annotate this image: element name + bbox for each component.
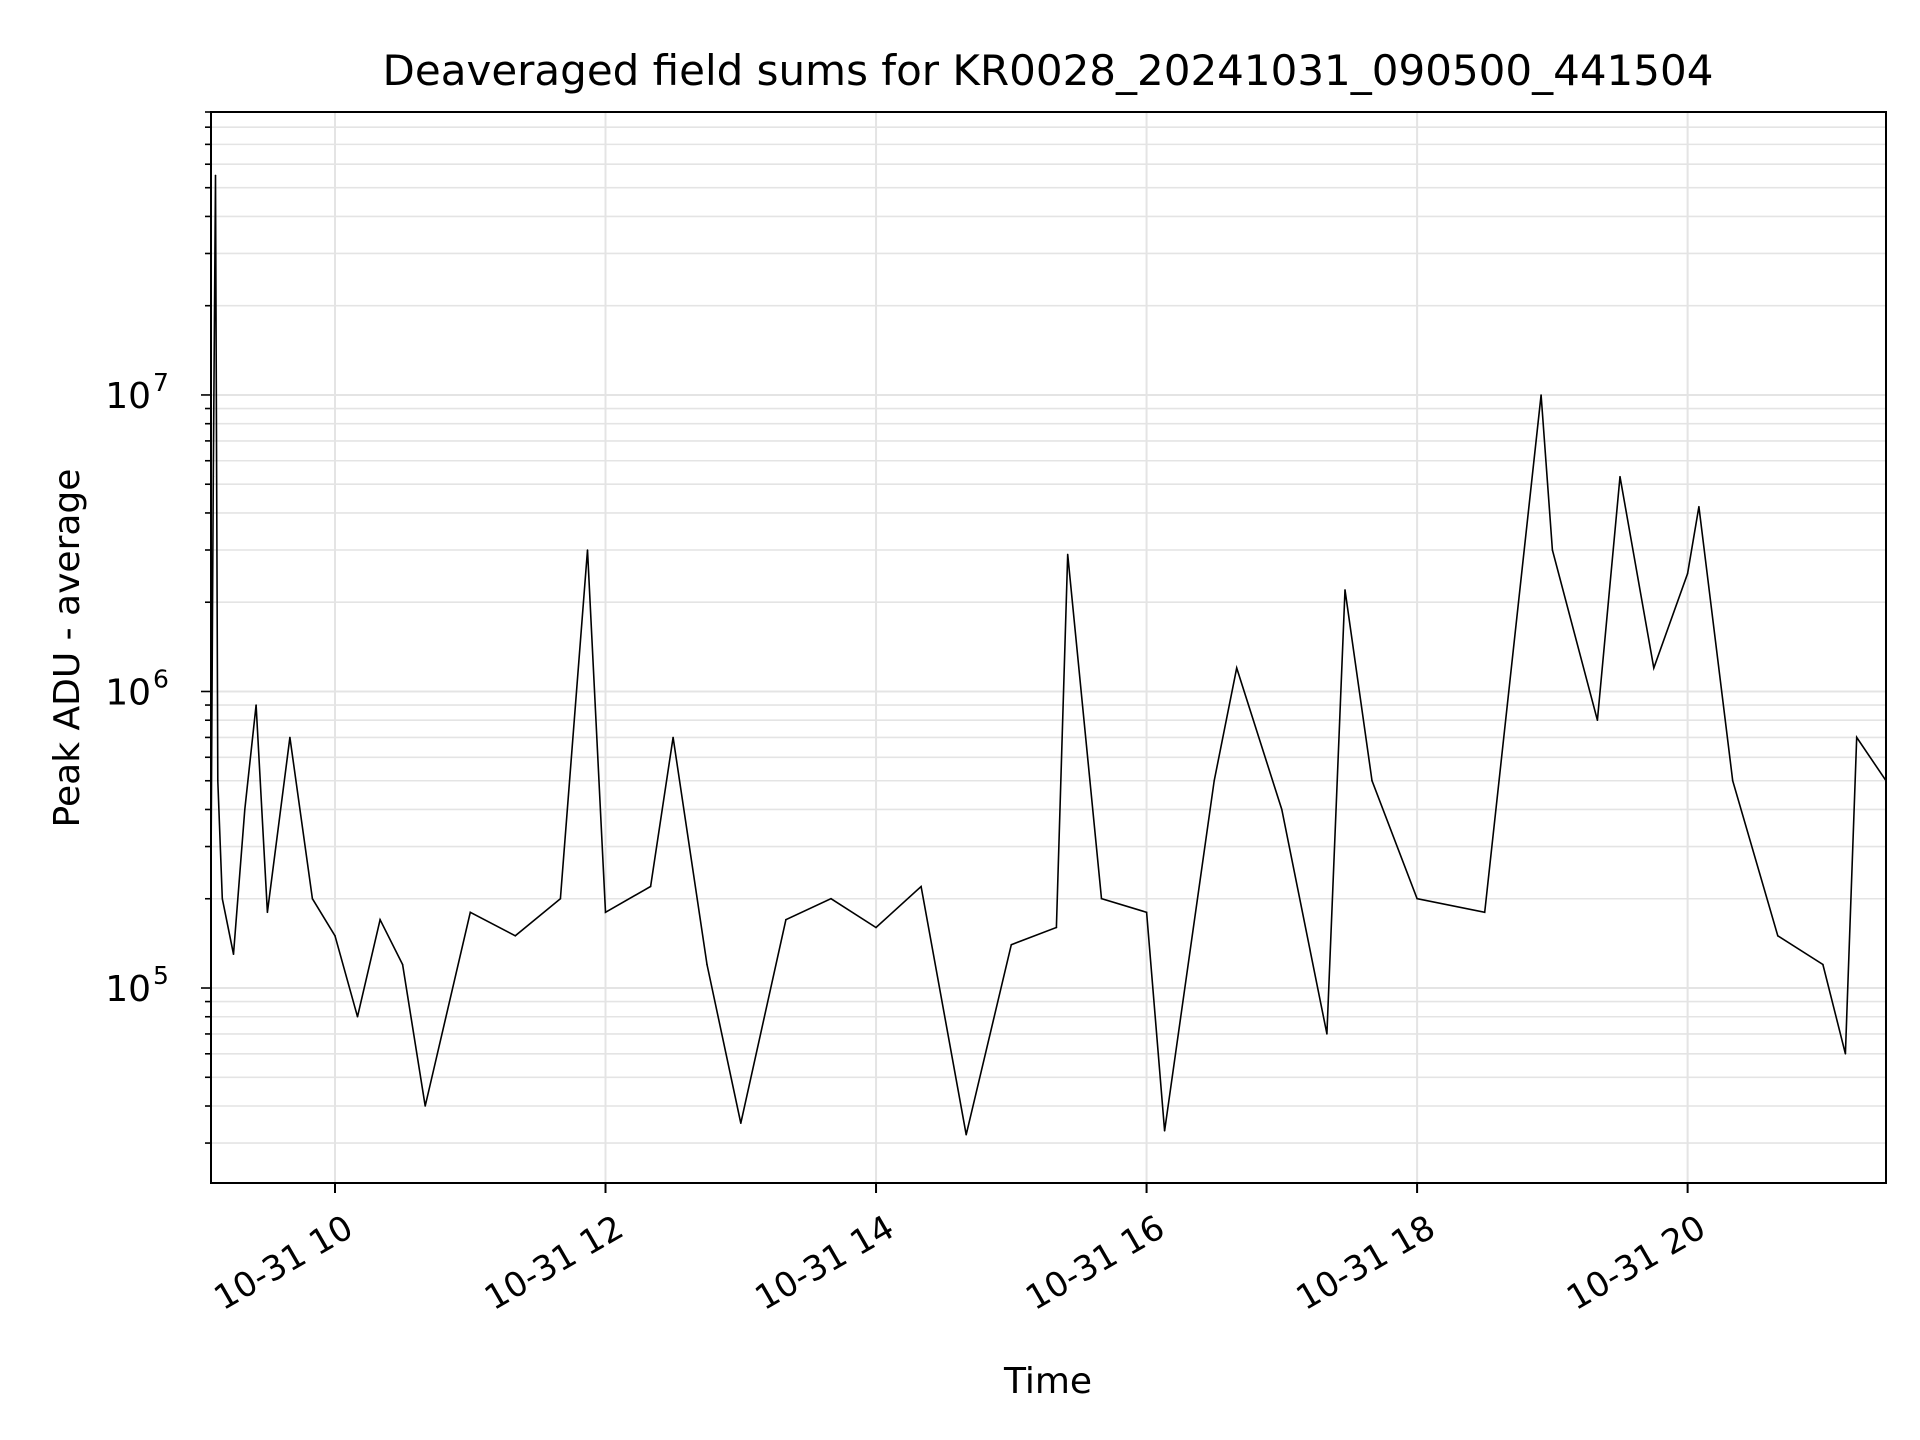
data-point (1686, 572, 1689, 575)
data-point (334, 935, 336, 937)
data-point (514, 935, 517, 937)
y-tick-exponent: 7 (153, 368, 169, 397)
data-point (559, 897, 562, 900)
data-point (214, 174, 217, 177)
data-point (289, 736, 291, 739)
data-point (424, 1105, 427, 1107)
data-point (1540, 394, 1542, 396)
data-point (356, 1015, 359, 1018)
data-point (232, 953, 235, 955)
data-point (830, 897, 832, 900)
data-point (1326, 1033, 1328, 1035)
data-point (1055, 926, 1058, 929)
data-point (785, 918, 787, 921)
data-point (1213, 779, 1215, 782)
y-tick-label: 10 (105, 969, 151, 1010)
data-point (1777, 935, 1779, 937)
y-tick-label: 10 (105, 672, 151, 713)
data-point (1483, 911, 1486, 914)
data-point (266, 911, 269, 914)
data-point (401, 963, 404, 966)
data-point (212, 475, 215, 478)
data-point (875, 926, 877, 929)
data-point (255, 704, 257, 706)
data-point (1653, 667, 1655, 669)
data-point (1698, 505, 1700, 508)
data-point (1163, 1130, 1166, 1132)
data-point (1596, 719, 1599, 721)
data-point (1281, 808, 1283, 811)
data-point (706, 963, 708, 966)
data-point (1066, 553, 1069, 556)
data-point (1100, 897, 1103, 900)
data-point (1145, 911, 1148, 914)
data-point (920, 885, 922, 888)
data-point (1416, 897, 1418, 900)
y-tick-label: 10 (105, 376, 151, 417)
data-point (649, 885, 652, 888)
x-axis-label: Time (1003, 1361, 1092, 1402)
data-point (965, 1133, 967, 1136)
y-tick-exponent: 6 (153, 664, 169, 693)
data-point (740, 1122, 742, 1124)
data-point (586, 549, 589, 551)
data-point (1235, 667, 1238, 669)
data-point (221, 897, 224, 900)
y-tick-exponent: 5 (153, 961, 169, 990)
data-point (1844, 1053, 1847, 1055)
data-point (311, 897, 314, 900)
y-axis-label: Peak ADU - average (47, 469, 88, 828)
data-point (1010, 943, 1013, 946)
data-point (604, 911, 607, 914)
plot-frame (210, 111, 1887, 1184)
data-point (469, 911, 472, 914)
data-point (244, 808, 246, 811)
grid (211, 111, 1886, 1183)
data-point (1731, 779, 1734, 782)
data-point (1822, 963, 1824, 966)
data-point (1371, 779, 1373, 782)
data-point (1619, 475, 1621, 478)
data-point (1855, 736, 1858, 739)
data-point (1344, 589, 1346, 591)
data-point (217, 779, 219, 782)
data-point (1551, 549, 1554, 551)
chart-title: Deaveraged field sums for KR0028_2024103… (383, 46, 1714, 95)
data-point (672, 736, 674, 739)
data-point (379, 918, 381, 921)
